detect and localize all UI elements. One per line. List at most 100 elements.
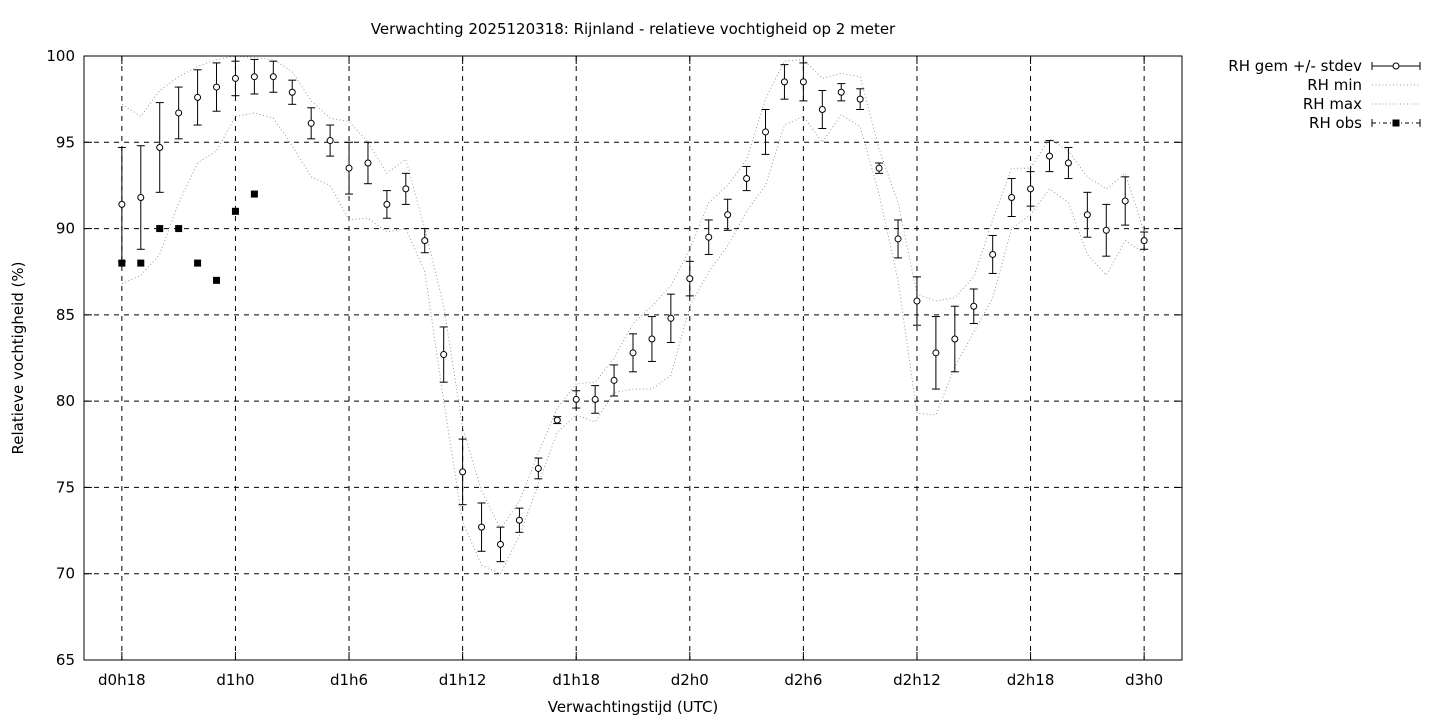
mean-point (705, 233, 713, 241)
y-axis-label: Relatieve vochtigheid (%) (9, 261, 27, 454)
mean-point-errorbar (307, 107, 316, 140)
mean-point (762, 128, 770, 136)
mean-point-errorbar (231, 60, 240, 97)
legend-label: RH obs (1309, 114, 1362, 132)
mean-point-errorbar (931, 316, 940, 390)
mean-point (1083, 211, 1091, 219)
obs-point (175, 225, 183, 233)
mean-point (440, 351, 448, 359)
y-tick-label: 85 (56, 306, 75, 324)
mean-point-errorbar (856, 88, 865, 110)
x-tick-label: d2h0 (671, 671, 709, 689)
mean-point-errorbar (136, 145, 145, 250)
mean-point-errorbar (950, 305, 959, 373)
mean-point (913, 297, 921, 305)
mean-point-errorbar (761, 108, 770, 155)
mean-point-errorbar (269, 60, 278, 93)
mean-point-errorbar (345, 141, 354, 195)
mean-point-errorbar (818, 90, 827, 129)
mean-point (364, 159, 372, 167)
x-tick-label: d1h12 (439, 671, 487, 689)
obs-point (156, 225, 164, 233)
mean-point (421, 237, 429, 245)
mean-point-errorbar (969, 288, 978, 324)
chart-title: Verwachting 2025120318: Rijnland - relat… (371, 20, 896, 38)
mean-point-errorbar (250, 58, 259, 95)
mean-point (307, 119, 315, 127)
mean-point-errorbar (420, 228, 429, 254)
mean-point-errorbar (401, 172, 410, 205)
mean-point-errorbar (742, 165, 751, 192)
mean-point (250, 73, 258, 81)
y-tick-label: 70 (56, 565, 75, 583)
mean-point-errorbar (610, 364, 619, 397)
obs-point (213, 276, 221, 284)
legend-label: RH gem +/- stdev (1228, 57, 1362, 75)
mean-point-errorbar (382, 190, 391, 219)
mean-point (799, 78, 807, 86)
mean-point (478, 523, 486, 531)
mean-point (724, 211, 732, 219)
x-axis-label: Verwachtingstijd (UTC) (548, 698, 719, 716)
mean-point (156, 143, 164, 151)
mean-point (818, 105, 826, 113)
mean-point (213, 83, 221, 91)
x-tick-label: d2h12 (893, 671, 941, 689)
mean-point (137, 194, 145, 202)
mean-point (269, 73, 277, 81)
mean-point (194, 93, 202, 101)
mean-point (894, 235, 902, 243)
mean-point-errorbar (1045, 140, 1054, 173)
obs-point (118, 259, 126, 267)
mean-point (175, 109, 183, 117)
grid-lines (84, 56, 1182, 660)
y-tick-label: 65 (56, 651, 75, 669)
legend-swatch-point (1392, 119, 1400, 127)
plot-frame (83, 55, 1183, 661)
legend-swatch-point (1392, 62, 1400, 70)
legend-label: RH max (1303, 95, 1362, 113)
mean-point (1064, 159, 1072, 167)
x-tick-label: d1h6 (330, 671, 368, 689)
mean-point-errorbar (553, 416, 562, 425)
mean-point (743, 175, 751, 183)
x-tick-label: d0h18 (98, 671, 146, 689)
mean-point-errorbar (1121, 176, 1130, 226)
y-tick-label: 75 (56, 478, 75, 496)
x-axis-ticks: d0h18 d1h0 d1h6 d1h12 d1h18 d2h0 d2h6 d2h12 d2h1… (98, 56, 1163, 689)
rh-max-line (121, 55, 1145, 530)
mean-point-errorbar (534, 457, 543, 480)
mean-point-errorbar (647, 316, 656, 362)
x-tick-label: d2h6 (784, 671, 822, 689)
mean-point (326, 137, 334, 145)
mean-point (970, 302, 978, 310)
legend-label: RH min (1307, 76, 1362, 94)
mean-point-errorbar (117, 146, 126, 262)
mean-point (459, 468, 467, 476)
mean-point (989, 250, 997, 258)
x-tick-label: d2h18 (1007, 671, 1055, 689)
mean-point-errorbar (174, 86, 183, 140)
mean-point (667, 314, 675, 322)
mean-point (648, 335, 656, 343)
mean-point-errorbar (704, 219, 713, 255)
mean-point (1140, 237, 1148, 245)
mean-point (515, 516, 523, 524)
mean-point (534, 464, 542, 472)
mean-point-errorbar (666, 293, 675, 343)
mean-point-errorbar (1102, 203, 1111, 257)
mean-point-errorbar (288, 79, 297, 105)
mean-point-errorbar (894, 219, 903, 259)
mean-point (231, 74, 239, 82)
mean-point-errorbar (912, 276, 921, 326)
mean-point-errorbar (1140, 231, 1149, 250)
mean-point-errorbar (723, 198, 732, 231)
mean-point-errorbar (875, 162, 884, 174)
mean-point (402, 185, 410, 193)
y-axis-ticks: 65 70 75 80 85 90 95 100 (46, 47, 1182, 669)
mean-point-errorbar (212, 62, 221, 112)
mean-point-errorbar (439, 326, 448, 383)
mean-point (1121, 197, 1129, 205)
x-tick-label: d1h18 (552, 671, 600, 689)
